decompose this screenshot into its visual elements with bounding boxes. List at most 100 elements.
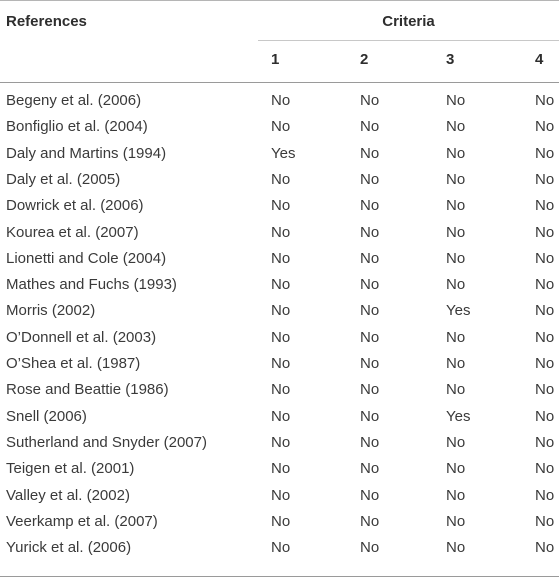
criterion-1-cell: No bbox=[271, 223, 291, 241]
criterion-4-cell: No bbox=[535, 433, 555, 451]
criterion-2-cell: No bbox=[360, 328, 380, 346]
table-row: Teigen et al. (2001) No No No No bbox=[0, 457, 559, 483]
header-references: References bbox=[6, 13, 87, 30]
criterion-4-cell: No bbox=[535, 355, 555, 372]
reference-cell: Snell (2006) bbox=[6, 407, 87, 425]
criterion-3-cell: No bbox=[446, 355, 466, 372]
criterion-3-cell: No bbox=[446, 539, 466, 557]
table-row: Mathes and Fuchs (1993) No No No No bbox=[0, 273, 559, 299]
criterion-2-cell: No bbox=[360, 460, 380, 478]
table-row: Kourea et al. (2007) No No No No bbox=[0, 221, 559, 247]
criteria-spanner-rule bbox=[258, 40, 559, 41]
header-criteria: Criteria bbox=[382, 13, 435, 30]
criterion-3-cell: No bbox=[446, 92, 466, 109]
criterion-2-cell: No bbox=[360, 223, 380, 241]
criterion-2-cell: No bbox=[360, 433, 380, 451]
criterion-3-cell: Yes bbox=[446, 407, 471, 425]
table-row: Daly and Martins (1994) Yes No No No bbox=[0, 142, 559, 168]
criterion-4-cell: No bbox=[535, 276, 555, 294]
criterion-4-cell: No bbox=[535, 118, 555, 136]
criterion-1-cell: No bbox=[271, 170, 291, 188]
header-criterion-1: 1 bbox=[271, 51, 280, 68]
table-row: Bonfiglio et al. (2004) No No No No bbox=[0, 115, 559, 141]
reference-cell: Begeny et al. (2006) bbox=[6, 92, 142, 109]
table-row: Yurick et al. (2006) No No No No bbox=[0, 536, 559, 562]
criterion-4-cell: No bbox=[535, 92, 555, 109]
criterion-4-cell: No bbox=[535, 539, 555, 557]
criterion-1-cell: No bbox=[271, 355, 291, 372]
criterion-3-cell: No bbox=[446, 144, 466, 162]
criterion-3-cell: No bbox=[446, 460, 466, 478]
criterion-3-cell: No bbox=[446, 276, 466, 294]
criterion-1-cell: No bbox=[271, 302, 291, 320]
criterion-2-cell: No bbox=[360, 197, 380, 215]
table-row: Dowrick et al. (2006) No No No No bbox=[0, 194, 559, 220]
reference-cell: O’Donnell et al. (2003) bbox=[6, 328, 157, 346]
criterion-3-cell: No bbox=[446, 328, 466, 346]
criterion-2-cell: No bbox=[360, 144, 380, 162]
criterion-4-cell: No bbox=[535, 328, 555, 346]
criterion-2-cell: No bbox=[360, 407, 380, 425]
table-row: Valley et al. (2002) No No No No bbox=[0, 484, 559, 510]
reference-cell: Sutherland and Snyder (2007) bbox=[6, 433, 207, 451]
reference-cell: Morris (2002) bbox=[6, 302, 96, 320]
table-row: Veerkamp et al. (2007) No No No No bbox=[0, 510, 559, 536]
reference-cell: Daly and Martins (1994) bbox=[6, 144, 167, 162]
criterion-1-cell: No bbox=[271, 407, 291, 425]
criterion-2-cell: No bbox=[360, 486, 380, 504]
reference-cell: Valley et al. (2002) bbox=[6, 486, 130, 504]
header-bottom-rule bbox=[0, 82, 559, 83]
criterion-2-cell: No bbox=[360, 92, 380, 109]
reference-cell: Yurick et al. (2006) bbox=[6, 539, 132, 557]
criterion-1-cell: No bbox=[271, 328, 291, 346]
criterion-3-cell: No bbox=[446, 512, 466, 530]
criterion-4-cell: No bbox=[535, 197, 555, 215]
criterion-4-cell: No bbox=[535, 249, 555, 267]
criterion-3-cell: No bbox=[446, 381, 466, 399]
table-top-rule bbox=[0, 0, 559, 1]
criterion-1-cell: No bbox=[271, 486, 291, 504]
criterion-3-cell: No bbox=[446, 486, 466, 504]
criterion-4-cell: No bbox=[535, 144, 555, 162]
criterion-3-cell: No bbox=[446, 223, 466, 241]
criterion-3-cell: No bbox=[446, 118, 466, 136]
reference-cell: Teigen et al. (2001) bbox=[6, 460, 135, 478]
criterion-2-cell: No bbox=[360, 170, 380, 188]
criterion-1-cell: No bbox=[271, 381, 291, 399]
criterion-4-cell: No bbox=[535, 407, 555, 425]
criterion-1-cell: No bbox=[271, 118, 291, 136]
criterion-4-cell: No bbox=[535, 486, 555, 504]
table-row: O’Donnell et al. (2003) No No No No bbox=[0, 326, 559, 352]
criterion-1-cell: No bbox=[271, 249, 291, 267]
reference-cell: Lionetti and Cole (2004) bbox=[6, 249, 167, 267]
reference-cell: Mathes and Fuchs (1993) bbox=[6, 276, 177, 294]
criterion-2-cell: No bbox=[360, 118, 380, 136]
criterion-3-cell: Yes bbox=[446, 302, 471, 320]
reference-cell: Dowrick et al. (2006) bbox=[6, 197, 144, 215]
criterion-1-cell: No bbox=[271, 539, 291, 557]
table-row: Snell (2006) No No Yes No bbox=[0, 405, 559, 431]
criterion-2-cell: No bbox=[360, 276, 380, 294]
criterion-2-cell: No bbox=[360, 381, 380, 399]
table-row: Begeny et al. (2006) No No No No bbox=[0, 89, 559, 115]
criterion-1-cell: No bbox=[271, 460, 291, 478]
criterion-1-cell: No bbox=[271, 92, 291, 109]
criterion-4-cell: No bbox=[535, 460, 555, 478]
table-row: Sutherland and Snyder (2007) No No No No bbox=[0, 431, 559, 457]
header-criterion-3: 3 bbox=[446, 51, 455, 68]
criterion-2-cell: No bbox=[360, 539, 380, 557]
criterion-2-cell: No bbox=[360, 512, 380, 530]
reference-cell: Daly et al. (2005) bbox=[6, 170, 121, 188]
criterion-4-cell: No bbox=[535, 223, 555, 241]
criterion-2-cell: No bbox=[360, 355, 380, 372]
header-criterion-4: 4 bbox=[535, 51, 544, 68]
table-row: Lionetti and Cole (2004) No No No No bbox=[0, 247, 559, 273]
criterion-1-cell: Yes bbox=[271, 144, 296, 162]
table-row: Morris (2002) No No Yes No bbox=[0, 299, 559, 325]
criterion-3-cell: No bbox=[446, 197, 466, 215]
criterion-1-cell: No bbox=[271, 197, 291, 215]
reference-cell: O’Shea et al. (1987) bbox=[6, 355, 141, 372]
criterion-1-cell: No bbox=[271, 433, 291, 451]
table-bottom-rule bbox=[0, 576, 559, 577]
table-row: Rose and Beattie (1986) No No No No bbox=[0, 378, 559, 404]
